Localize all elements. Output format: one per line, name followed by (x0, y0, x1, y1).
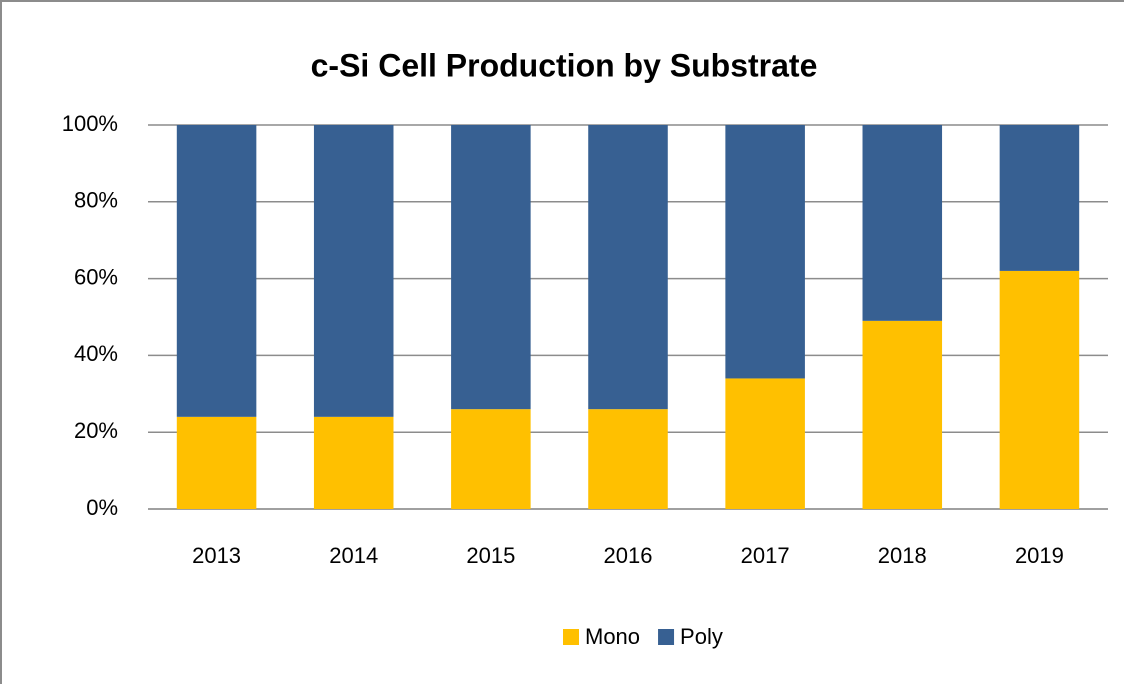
bar-segment (999, 270, 1080, 509)
bar-segment (862, 125, 943, 321)
bar-segment (999, 125, 1080, 271)
bar-segment (176, 416, 257, 509)
y-tick-label: 100% (62, 111, 118, 136)
y-tick-label: 0% (86, 495, 118, 520)
bar-segment (588, 409, 668, 509)
bar-segment (176, 125, 257, 417)
legend-swatch (658, 629, 675, 645)
x-tick-label: 2013 (192, 543, 241, 568)
legend-swatch (563, 629, 579, 645)
bar-segment (451, 409, 531, 509)
x-tick-label: 2018 (878, 543, 927, 568)
y-tick-label: 60% (74, 264, 118, 289)
x-tick-label: 2017 (741, 543, 790, 568)
x-tick-label: 2014 (329, 543, 378, 568)
x-tick-label: 2019 (1015, 543, 1064, 568)
bar-segment (862, 320, 943, 509)
legend-label: Poly (680, 624, 723, 649)
y-tick-label: 20% (74, 418, 118, 443)
bar-segment (588, 125, 668, 410)
bar-segment (451, 125, 531, 410)
y-tick-label: 40% (74, 341, 118, 366)
y-tick-label: 80% (74, 188, 118, 213)
legend-label: Mono (585, 624, 640, 649)
x-tick-label: 2016 (604, 543, 653, 568)
bar-segment (725, 125, 805, 379)
x-tick-label: 2015 (466, 543, 515, 568)
bar-segment (313, 416, 394, 509)
chart-title: c-Si Cell Production by Substrate (311, 47, 818, 83)
bar-segment (313, 125, 394, 417)
bar-segment (725, 378, 805, 509)
